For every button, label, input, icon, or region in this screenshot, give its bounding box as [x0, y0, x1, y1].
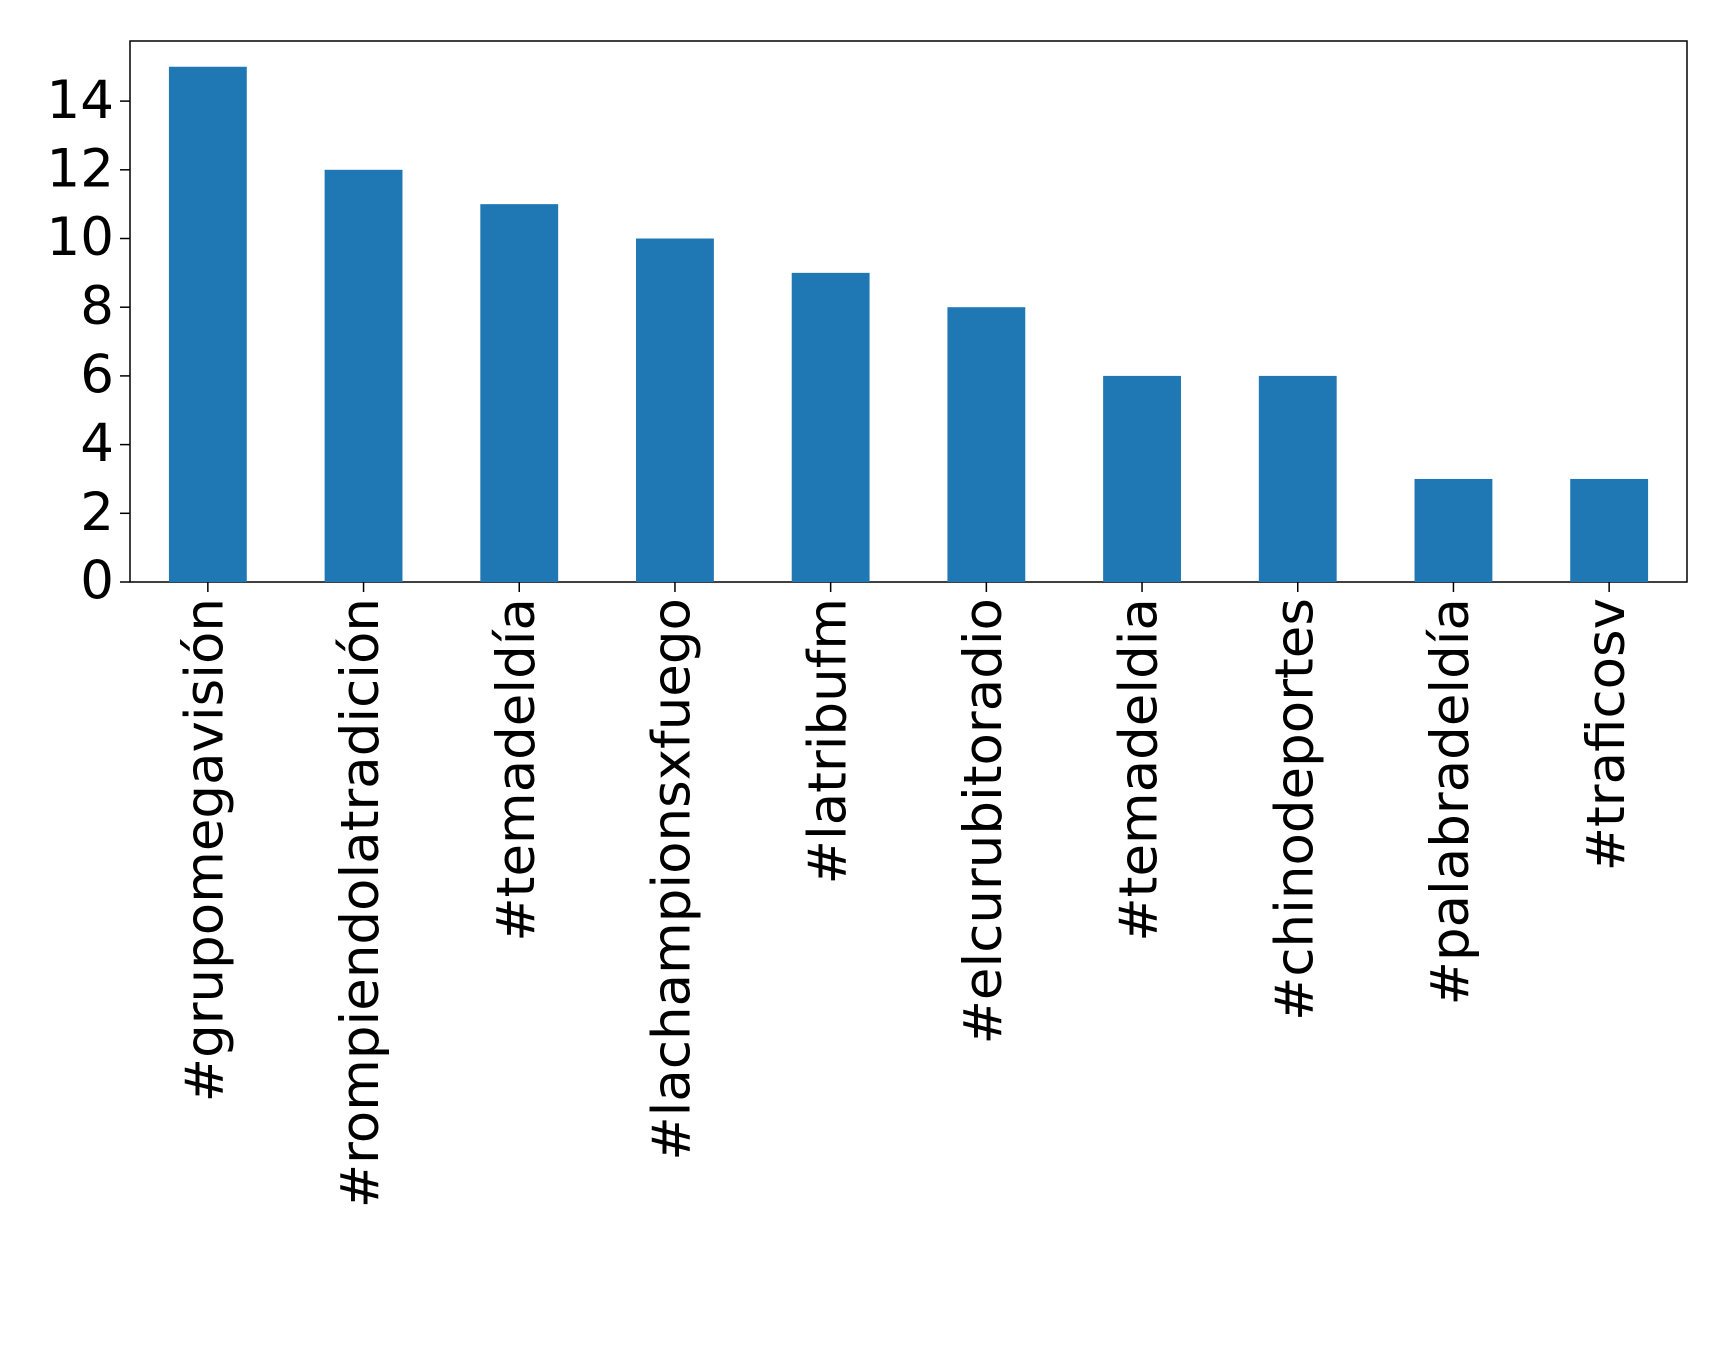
- x-tick-label: #grupomegavisión: [174, 598, 235, 1102]
- y-tick-label: 12: [47, 138, 114, 199]
- bar: [324, 169, 403, 583]
- x-tick-label: #temadeldía: [486, 598, 547, 942]
- x-tick-label: #elcurubitoradio: [953, 598, 1014, 1045]
- x-tick-label: #traficosv: [1576, 598, 1637, 871]
- x-tick-label: #rompiendolatradición: [330, 598, 391, 1208]
- bar: [1103, 375, 1181, 582]
- bar: [1414, 478, 1493, 582]
- bar: [947, 307, 1026, 582]
- y-tick-label: 14: [47, 70, 114, 131]
- plot-frame: [129, 40, 1688, 583]
- bar: [791, 272, 870, 582]
- y-tick-label: 10: [47, 207, 114, 268]
- x-tick-label: #lachampionsxfuego: [642, 598, 703, 1161]
- y-tick-label: 6: [80, 345, 114, 406]
- y-tick-label: 0: [80, 551, 114, 612]
- bar: [1258, 375, 1337, 582]
- x-tick-label: #chinodeportes: [1264, 598, 1325, 1021]
- x-tick-label: #palabradeldía: [1420, 598, 1481, 1005]
- bar: [636, 238, 714, 582]
- y-tick-label: 2: [80, 482, 114, 543]
- bar: [168, 66, 247, 582]
- y-tick-label: 4: [80, 413, 114, 474]
- bar: [480, 204, 559, 582]
- x-tick-label: #temadeldia: [1109, 598, 1170, 942]
- bar: [1570, 478, 1649, 582]
- x-tick-label: #latribufm: [797, 598, 858, 884]
- y-tick-label: 8: [80, 276, 114, 337]
